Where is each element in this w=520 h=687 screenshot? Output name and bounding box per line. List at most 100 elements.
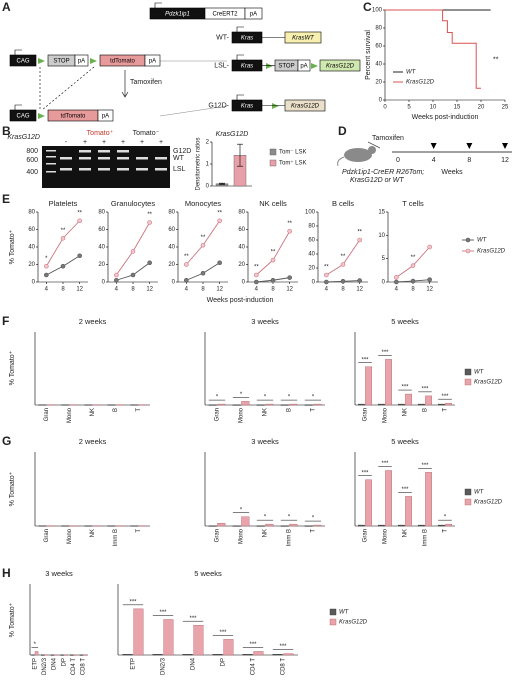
category-label: DN4 — [191, 657, 197, 670]
bar — [304, 404, 313, 406]
panel-title: Granulocytes — [111, 199, 155, 208]
bar — [241, 516, 250, 527]
y-tick-label: 10 — [378, 233, 385, 239]
bar — [69, 525, 78, 527]
category-label: T — [136, 529, 142, 533]
gel-image — [42, 146, 170, 188]
y-tick-label: 20 — [28, 262, 35, 268]
significance: * — [264, 395, 267, 401]
category-label: CD8 T — [81, 658, 87, 676]
x-tick-label: 0 — [383, 105, 387, 111]
category-label: B — [423, 408, 429, 412]
data-point — [340, 262, 346, 267]
y-tick-label: 0 — [172, 280, 176, 286]
legend-label: WT — [406, 70, 417, 76]
category-label: NK — [403, 408, 409, 416]
panel-title: B cells — [332, 199, 354, 208]
gel-group: Tomato⁺ — [87, 130, 114, 137]
x-tick-label: 4 — [45, 287, 49, 293]
bar — [217, 523, 226, 527]
allele-prefix: G12D- — [208, 102, 229, 109]
legend-label: KrasG12D — [339, 620, 368, 626]
significance: *** — [421, 463, 429, 469]
legend-label: KrasG12D — [474, 380, 503, 386]
category-label: CD4 T — [251, 658, 257, 676]
loxp-sites — [38, 58, 318, 119]
category-label: NK — [263, 529, 269, 537]
data-point — [254, 279, 259, 285]
data-point — [427, 277, 432, 282]
gene-label: CreERT2 — [213, 11, 239, 17]
bar — [232, 404, 241, 406]
data-point — [287, 228, 292, 234]
gene-label: STOP — [278, 63, 294, 69]
panel-title: 2 weeks — [79, 317, 107, 326]
x-tick-label: 25 — [502, 105, 509, 111]
legend-swatch — [329, 608, 337, 616]
category-label: DN2/3 — [161, 657, 167, 675]
y-tick-label: 80 — [168, 210, 175, 216]
gene-label: pA — [78, 58, 85, 64]
panel-title: Platelets — [49, 199, 78, 208]
significance: ** — [77, 210, 82, 216]
x-tick-label: 8 — [271, 287, 275, 293]
y-axis-label: % Tomato⁺ — [9, 350, 16, 385]
bar — [378, 403, 385, 406]
error-bar — [237, 143, 243, 167]
bar — [73, 654, 77, 656]
bar — [61, 525, 70, 527]
y-tick-label: 2 — [206, 140, 210, 146]
significance: ** — [217, 210, 222, 216]
legend-swatch — [269, 148, 277, 156]
gene-box — [144, 54, 161, 67]
category-label: Gran — [215, 529, 221, 542]
y-tick-label: 20 — [375, 80, 382, 86]
significance: ** — [147, 212, 152, 218]
series-line — [185, 220, 221, 265]
y-tick-label: 0 — [102, 280, 106, 286]
legend-marker — [465, 237, 471, 243]
bar — [130, 404, 139, 406]
gene-label: pA — [102, 113, 109, 119]
legend-label: KrasG12D — [477, 249, 506, 255]
bar — [283, 653, 294, 656]
bar — [84, 525, 93, 527]
bar — [34, 651, 39, 656]
bar — [289, 523, 298, 527]
legend-label: Tom⁻ LSK — [279, 150, 307, 156]
y-tick-label: 100 — [305, 210, 316, 216]
significance: * — [312, 395, 315, 401]
y-tick-label: 0 — [32, 280, 36, 286]
panel-title: 2 weeks — [79, 437, 107, 446]
data-point — [287, 275, 292, 280]
significance: *** — [381, 350, 389, 356]
category-label: Mono — [67, 407, 73, 423]
gene-label: KrasG12D — [326, 63, 355, 69]
data-point — [130, 272, 136, 278]
bar — [208, 404, 217, 406]
ladder-label: 800 — [26, 148, 38, 155]
significance: * — [240, 507, 243, 513]
x-tick-label: 12 — [216, 287, 223, 293]
gene-label: STOP — [53, 58, 69, 64]
bar — [304, 525, 313, 527]
significance: *** — [401, 487, 409, 493]
bar — [256, 525, 265, 527]
legend-swatch — [329, 618, 337, 626]
category-label: Gran — [363, 529, 369, 542]
bar — [418, 403, 425, 406]
x-tick-label: 8 — [411, 287, 415, 293]
x-tick-label: 12 — [76, 287, 83, 293]
y-tick-label: 60 — [238, 227, 245, 233]
bar — [70, 654, 74, 656]
significance: *** — [441, 394, 449, 400]
gene-label: tdTomato — [110, 58, 135, 64]
data-point — [270, 257, 276, 263]
x-tick-label: 4 — [395, 287, 399, 293]
category-label: ETP — [131, 658, 137, 670]
panel-label: G — [2, 434, 11, 448]
bar — [107, 404, 116, 406]
significance: ** — [271, 250, 276, 256]
bar — [438, 403, 445, 406]
bar — [79, 654, 84, 656]
